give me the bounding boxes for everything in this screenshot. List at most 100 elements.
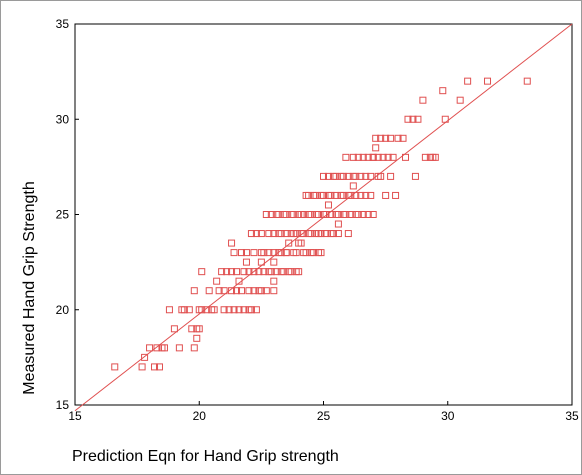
data-point	[230, 249, 238, 257]
data-point	[290, 211, 298, 218]
data-point	[270, 230, 278, 238]
data-point	[260, 249, 268, 257]
data-point	[431, 153, 439, 161]
data-point	[215, 287, 223, 295]
data-point	[277, 230, 285, 238]
data-point	[354, 211, 362, 218]
data-point	[297, 239, 305, 247]
data-point	[362, 191, 370, 199]
data-point	[387, 134, 395, 142]
data-point	[347, 211, 355, 218]
data-point	[320, 191, 327, 199]
data-point	[404, 115, 412, 123]
data-point	[198, 306, 206, 314]
data-point	[220, 306, 228, 314]
data-point	[411, 172, 419, 180]
data-point	[190, 287, 198, 295]
data-point	[247, 306, 255, 314]
data-point	[305, 191, 313, 199]
data-point	[272, 268, 280, 276]
data-point	[300, 211, 308, 218]
data-point	[382, 134, 390, 142]
data-point	[240, 306, 248, 314]
data-point	[195, 325, 203, 333]
data-point	[267, 211, 275, 218]
data-point	[203, 306, 211, 314]
data-point	[364, 153, 372, 161]
data-point	[285, 239, 293, 247]
data-point	[193, 334, 201, 342]
data-point	[362, 172, 370, 180]
data-point	[364, 211, 372, 218]
data-point	[277, 249, 285, 257]
data-point	[237, 287, 245, 295]
data-point	[282, 249, 290, 257]
data-point	[205, 287, 213, 295]
data-point	[250, 287, 258, 295]
data-point	[170, 325, 178, 333]
data-point	[312, 191, 320, 199]
data-point	[359, 153, 367, 161]
data-point	[198, 268, 206, 276]
data-point	[332, 172, 340, 180]
data-point	[484, 77, 492, 85]
data-point	[302, 249, 310, 257]
data-point	[327, 191, 335, 199]
x-tick-label: 35	[565, 409, 579, 423]
data-point	[317, 230, 325, 238]
data-point	[146, 344, 154, 352]
x-tick-label: 15	[68, 409, 82, 423]
data-point	[242, 258, 250, 266]
data-point	[233, 268, 241, 276]
data-point	[245, 268, 253, 276]
data-point	[394, 134, 402, 142]
data-point	[270, 277, 278, 285]
data-point	[384, 153, 392, 161]
data-point	[414, 115, 422, 123]
data-point	[310, 249, 318, 257]
data-point	[464, 77, 472, 85]
data-point	[456, 96, 464, 104]
data-point	[349, 182, 357, 190]
data-point	[153, 344, 161, 352]
data-point	[421, 153, 429, 161]
y-tick-label: 30	[56, 112, 70, 126]
data-point	[175, 344, 183, 352]
data-point	[307, 211, 315, 218]
data-point	[151, 363, 159, 371]
data-point	[155, 363, 163, 371]
data-point	[260, 268, 268, 276]
data-point	[255, 268, 263, 276]
data-point	[344, 172, 352, 180]
data-point	[141, 353, 149, 361]
data-point	[409, 115, 417, 123]
data-point	[165, 306, 173, 314]
y-tick-label: 15	[56, 398, 70, 412]
data-point	[225, 306, 233, 314]
data-point	[245, 287, 253, 295]
data-point	[352, 172, 360, 180]
data-point	[218, 268, 226, 276]
data-point	[387, 172, 395, 180]
data-point	[342, 153, 350, 161]
data-point	[369, 211, 377, 218]
data-point	[300, 230, 308, 238]
data-point	[250, 268, 258, 276]
plot-area	[74, 23, 573, 406]
axis-ticks: 15 20 25 30 35 15 20 25 30 35	[56, 17, 579, 423]
data-point	[270, 258, 278, 266]
data-point	[111, 363, 119, 371]
data-point	[523, 77, 531, 85]
x-tick-label: 25	[317, 409, 331, 423]
data-point	[324, 201, 332, 209]
data-point	[210, 306, 218, 314]
data-point	[367, 172, 375, 180]
data-point	[242, 249, 250, 257]
data-point	[372, 134, 380, 142]
data-point	[282, 230, 290, 238]
data-point	[439, 87, 447, 95]
data-point	[377, 172, 385, 180]
data-point	[252, 230, 260, 238]
